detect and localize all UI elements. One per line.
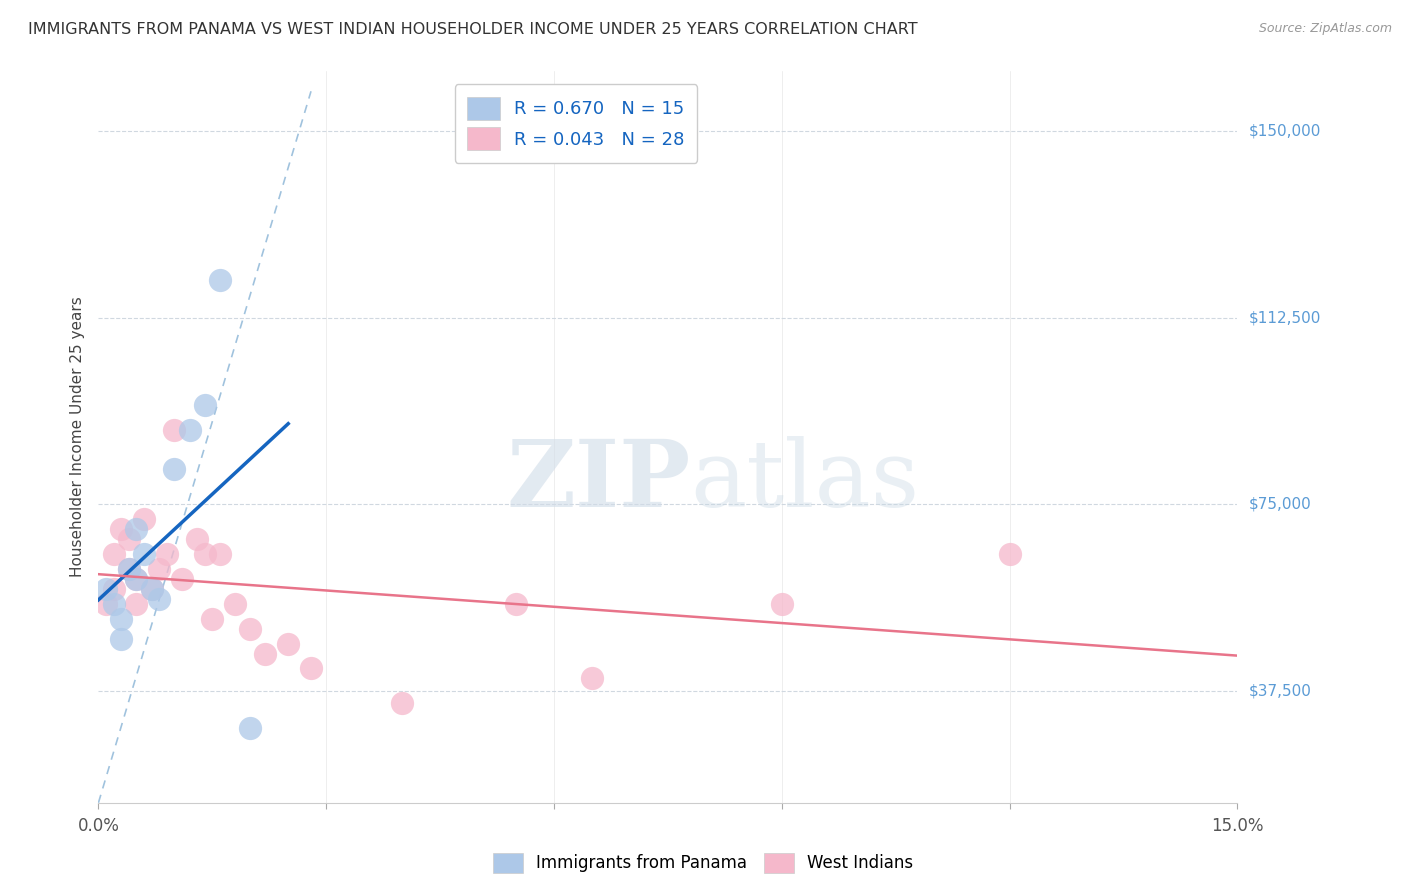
Point: [125, 522, 148, 536]
Point: [581, 672, 603, 686]
Point: [125, 572, 148, 586]
Y-axis label: Householder Income Under 25 years: Householder Income Under 25 years: [69, 297, 84, 577]
Point: [141, 582, 163, 596]
Point: [163, 423, 186, 437]
Point: [998, 547, 1021, 561]
Text: Source: ZipAtlas.com: Source: ZipAtlas.com: [1258, 22, 1392, 36]
Point: [132, 512, 155, 526]
Point: [194, 547, 217, 561]
Point: [125, 597, 148, 611]
Text: $75,000: $75,000: [1249, 497, 1312, 512]
Point: [118, 562, 141, 576]
Text: atlas: atlas: [690, 436, 920, 526]
Point: [103, 547, 125, 561]
Text: ZIP: ZIP: [506, 436, 690, 526]
Point: [224, 597, 246, 611]
Point: [239, 622, 262, 636]
Point: [179, 423, 201, 437]
Point: [141, 582, 163, 596]
Point: [170, 572, 193, 586]
Point: [505, 597, 527, 611]
Point: [94, 597, 117, 611]
Point: [148, 591, 170, 606]
Point: [148, 562, 170, 576]
Point: [103, 582, 125, 596]
Point: [201, 612, 224, 626]
Legend: Immigrants from Panama, West Indians: Immigrants from Panama, West Indians: [486, 847, 920, 880]
Text: $37,500: $37,500: [1249, 683, 1312, 698]
Point: [186, 532, 208, 546]
Point: [110, 632, 132, 646]
Point: [299, 661, 322, 675]
Point: [132, 547, 155, 561]
Point: [277, 636, 299, 650]
Point: [208, 273, 231, 287]
Text: IMMIGRANTS FROM PANAMA VS WEST INDIAN HOUSEHOLDER INCOME UNDER 25 YEARS CORRELAT: IMMIGRANTS FROM PANAMA VS WEST INDIAN HO…: [28, 22, 918, 37]
Point: [391, 696, 413, 710]
Point: [110, 612, 132, 626]
Point: [163, 462, 186, 476]
Point: [94, 582, 117, 596]
Point: [118, 532, 141, 546]
Legend: R = 0.670   N = 15, R = 0.043   N = 28: R = 0.670 N = 15, R = 0.043 N = 28: [454, 84, 697, 163]
Point: [118, 562, 141, 576]
Point: [110, 522, 132, 536]
Point: [254, 647, 277, 661]
Text: $150,000: $150,000: [1249, 124, 1320, 138]
Point: [239, 721, 262, 735]
Text: $112,500: $112,500: [1249, 310, 1320, 326]
Point: [103, 597, 125, 611]
Point: [156, 547, 179, 561]
Point: [208, 547, 231, 561]
Point: [194, 398, 217, 412]
Point: [770, 597, 793, 611]
Point: [125, 572, 148, 586]
